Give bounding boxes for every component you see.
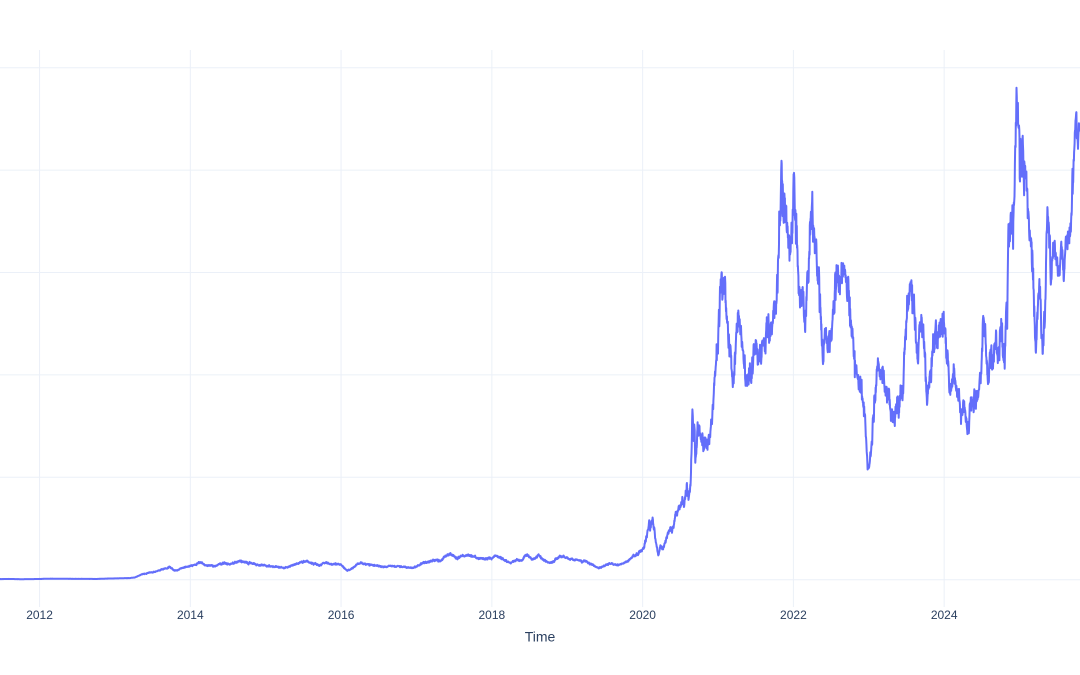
svg-text:2024: 2024 [931, 608, 958, 622]
svg-text:2016: 2016 [328, 608, 355, 622]
svg-text:2014: 2014 [177, 608, 204, 622]
svg-text:2022: 2022 [780, 608, 807, 622]
svg-text:2018: 2018 [479, 608, 506, 622]
svg-text:2020: 2020 [629, 608, 656, 622]
svg-text:Time: Time [525, 629, 556, 645]
svg-text:2012: 2012 [26, 608, 53, 622]
